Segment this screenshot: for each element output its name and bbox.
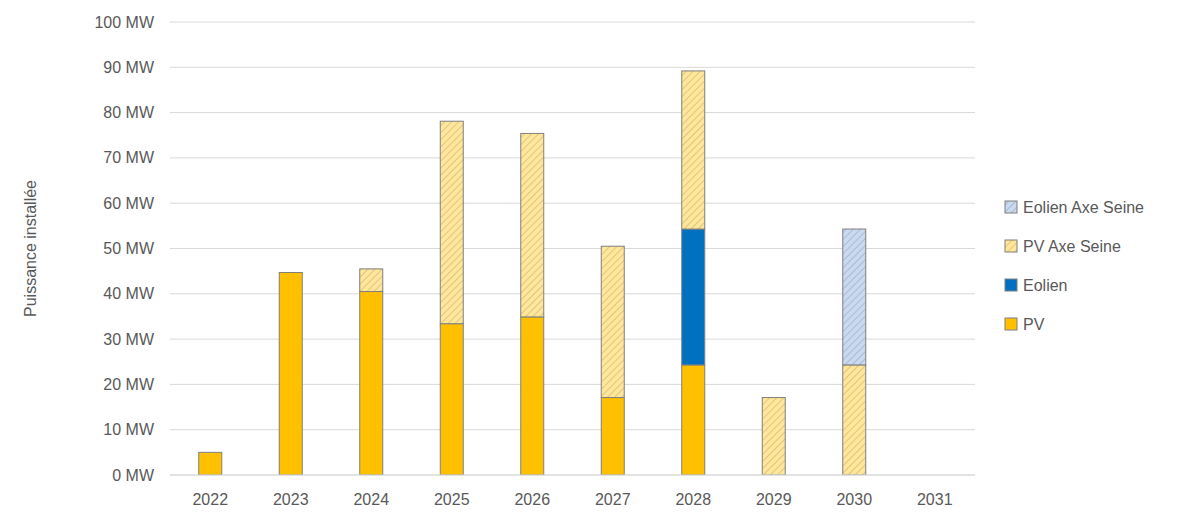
- bar: [682, 71, 705, 229]
- x-axis-line: [170, 475, 975, 476]
- y-axis-title: Puissance installée: [22, 180, 39, 317]
- bar: [601, 246, 624, 397]
- x-tick-label: 2022: [192, 491, 228, 508]
- x-tick-label: 2031: [917, 491, 953, 508]
- x-tick-label: 2027: [595, 491, 631, 508]
- y-tick-label: 80 MW: [103, 104, 155, 121]
- x-tick-label: 2023: [273, 491, 309, 508]
- y-tick-label: 20 MW: [103, 376, 155, 393]
- bar: [279, 273, 302, 475]
- bar: [521, 133, 544, 316]
- grid-line: [170, 67, 975, 68]
- bar: [199, 452, 222, 475]
- x-tick-label: 2030: [836, 491, 872, 508]
- y-tick-label: 60 MW: [103, 195, 155, 212]
- y-tick-label: 100 MW: [94, 14, 154, 31]
- grid-line: [170, 157, 975, 158]
- y-tick-label: 70 MW: [103, 149, 155, 166]
- bar: [843, 229, 866, 365]
- y-tick-label: 30 MW: [103, 331, 155, 348]
- bar: [360, 269, 383, 292]
- x-tick-label: 2024: [353, 491, 389, 508]
- y-tick-label: 50 MW: [103, 240, 155, 257]
- y-tick-label: 90 MW: [103, 59, 155, 76]
- bar: [762, 398, 785, 475]
- legend-swatch: [1005, 279, 1017, 291]
- bar: [682, 365, 705, 475]
- x-tick-label: 2025: [434, 491, 470, 508]
- legend-label: Eolien: [1023, 277, 1067, 294]
- bar: [843, 365, 866, 475]
- legend-swatch: [1005, 318, 1017, 330]
- grid-line: [170, 475, 975, 476]
- bar: [440, 324, 463, 475]
- bar: [521, 317, 544, 475]
- y-tick-label: 10 MW: [103, 421, 155, 438]
- grid-line: [170, 112, 975, 113]
- grid-line: [170, 203, 975, 204]
- bar: [360, 292, 383, 475]
- legend-swatch: [1005, 240, 1017, 252]
- x-tick-label: 2029: [756, 491, 792, 508]
- bar: [682, 229, 705, 365]
- bar: [440, 121, 463, 323]
- x-tick-label: 2028: [675, 491, 711, 508]
- legend-swatch: [1005, 201, 1017, 213]
- legend-label: Eolien Axe Seine: [1023, 199, 1144, 216]
- chart: 0 MW 10 MW 20 MW 30 MW 40 MW 50 MW 60 MW 70 MW 8…: [0, 0, 1200, 530]
- legend-label: PV Axe Seine: [1023, 238, 1121, 255]
- grid-line: [170, 22, 975, 23]
- y-tick-label: 0 MW: [112, 467, 155, 484]
- bars: [199, 71, 866, 475]
- y-tick-label: 40 MW: [103, 285, 155, 302]
- bar: [601, 398, 624, 475]
- x-tick-label: 2026: [514, 491, 550, 508]
- legend-label: PV: [1023, 316, 1045, 333]
